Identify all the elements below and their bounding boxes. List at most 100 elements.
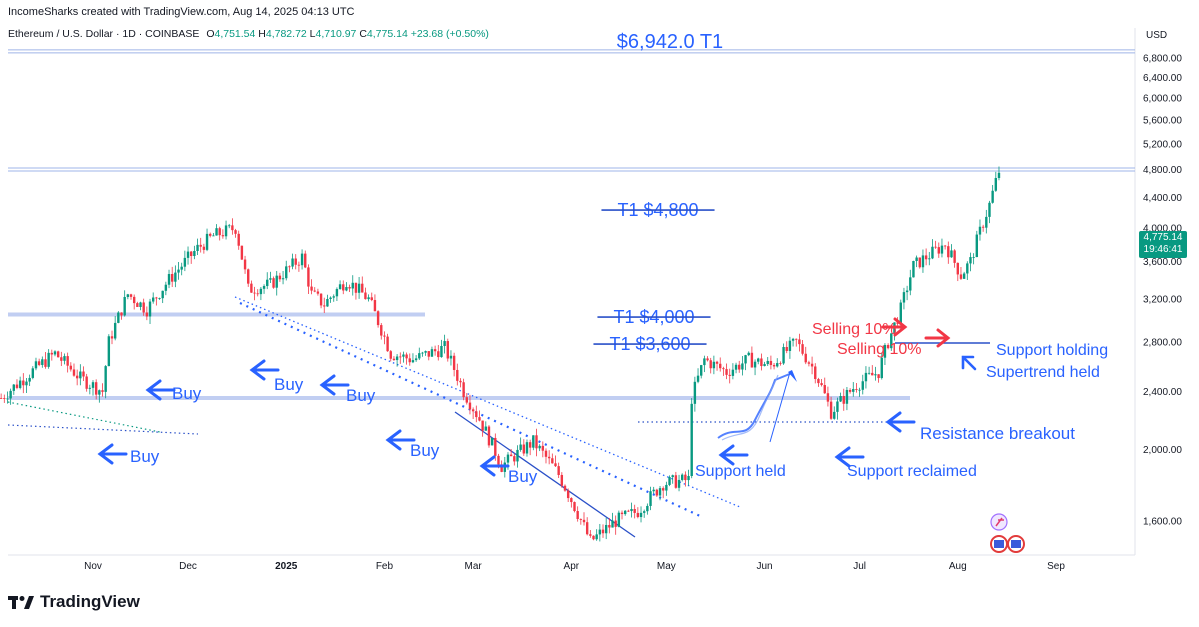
candle-body bbox=[807, 362, 811, 364]
candle-body bbox=[810, 363, 814, 367]
annotation-arrow-icon bbox=[97, 443, 128, 465]
candle-body bbox=[351, 282, 354, 289]
candle-body bbox=[25, 381, 28, 386]
candle-body bbox=[972, 257, 975, 258]
y-tick-label: 6,400.00 bbox=[1143, 73, 1182, 84]
candle-body bbox=[579, 518, 583, 520]
candle-body bbox=[132, 296, 136, 304]
candle-body bbox=[652, 489, 655, 492]
candle-body bbox=[50, 352, 54, 355]
y-tick-label: 2,000.00 bbox=[1143, 445, 1182, 456]
y-tick-label: 2,800.00 bbox=[1143, 337, 1182, 348]
candle-body bbox=[345, 287, 348, 291]
annotation-arrow-icon bbox=[924, 328, 951, 348]
candle-body bbox=[310, 286, 313, 291]
projection-arrowhead bbox=[788, 370, 797, 382]
candle-body bbox=[56, 351, 60, 358]
candle-body bbox=[297, 264, 301, 266]
annotation-arrow-icon bbox=[249, 359, 280, 381]
candle-body bbox=[418, 353, 421, 359]
candle-body bbox=[985, 216, 988, 228]
y-tick-label: 1,600.00 bbox=[1143, 517, 1182, 528]
candle-body bbox=[883, 344, 887, 358]
candle-body bbox=[0, 397, 3, 399]
candle-body bbox=[557, 466, 560, 475]
symbol-label[interactable]: Ethereum / U.S. Dollar · 1D · COINBASE bbox=[8, 28, 200, 40]
projection-path-shadow bbox=[721, 374, 779, 441]
candle-body bbox=[47, 352, 50, 367]
annotation-label: Buy bbox=[130, 447, 160, 466]
candle-body bbox=[22, 380, 25, 386]
candle-body bbox=[845, 389, 849, 404]
candle-body bbox=[456, 369, 459, 381]
candle-body bbox=[354, 282, 358, 293]
currency-label[interactable]: USD bbox=[1146, 30, 1168, 41]
candle-body bbox=[278, 275, 282, 280]
candle-body bbox=[484, 426, 488, 431]
candle-body bbox=[589, 534, 592, 536]
annotation-label: Buy bbox=[410, 441, 440, 460]
candle-body bbox=[826, 393, 830, 402]
candle-body bbox=[633, 509, 636, 513]
candle-body bbox=[113, 322, 117, 339]
candle-body bbox=[795, 338, 798, 340]
candle-body bbox=[120, 312, 123, 316]
candle-body bbox=[842, 396, 845, 404]
candle-body bbox=[937, 247, 940, 254]
candle-body bbox=[205, 233, 209, 250]
x-tick-label: Feb bbox=[376, 561, 394, 572]
chart-author-line: IncomeSharks created with TradingView.co… bbox=[8, 6, 355, 18]
y-tick-label: 3,200.00 bbox=[1143, 295, 1182, 306]
candle-body bbox=[703, 358, 706, 366]
candle-body bbox=[329, 297, 332, 299]
candle-body bbox=[535, 435, 538, 449]
candle-body bbox=[836, 401, 839, 412]
candle-body bbox=[912, 260, 915, 278]
candle-body bbox=[741, 363, 744, 370]
candle-body bbox=[560, 474, 564, 486]
candle-body bbox=[424, 351, 427, 353]
candle-body bbox=[871, 372, 874, 376]
candle-body bbox=[376, 311, 380, 326]
candle-body bbox=[734, 364, 738, 370]
candle-body bbox=[874, 374, 877, 376]
candle-body bbox=[69, 365, 73, 370]
candle-body bbox=[753, 361, 757, 368]
candle-body bbox=[228, 225, 231, 227]
candle-body bbox=[478, 417, 481, 421]
candle-body bbox=[234, 230, 237, 234]
candle-body bbox=[443, 341, 446, 346]
candle-body bbox=[218, 228, 221, 236]
candle-body bbox=[538, 445, 541, 449]
candle-body bbox=[202, 246, 206, 250]
candle-body bbox=[186, 251, 190, 258]
candle-body bbox=[243, 259, 247, 270]
y-tick-label: 2,400.00 bbox=[1143, 387, 1182, 398]
candle-body bbox=[769, 360, 773, 366]
candle-body bbox=[427, 351, 430, 357]
y-tick-label: 4,800.00 bbox=[1143, 165, 1182, 176]
candle-body bbox=[627, 510, 630, 512]
candle-body bbox=[462, 382, 465, 398]
candle-body bbox=[994, 178, 998, 191]
candle-body bbox=[262, 286, 266, 289]
candle-body bbox=[681, 474, 684, 480]
candle-body bbox=[3, 398, 6, 399]
candle-body bbox=[782, 347, 785, 364]
candle-body bbox=[947, 246, 950, 258]
candle-body bbox=[671, 475, 674, 478]
candle-body bbox=[266, 279, 269, 287]
candle-body bbox=[139, 302, 142, 307]
candle-body bbox=[690, 403, 693, 477]
candle-body bbox=[307, 267, 310, 287]
candle-body bbox=[85, 376, 88, 389]
candle-body bbox=[18, 380, 22, 388]
candle-body bbox=[240, 245, 244, 260]
candle-body bbox=[196, 244, 199, 251]
candle-body bbox=[75, 375, 79, 379]
tradingview-brand[interactable]: TradingView bbox=[8, 592, 140, 612]
flag-badge-glyph bbox=[1011, 540, 1021, 548]
annotation-label: Support holding bbox=[996, 342, 1108, 359]
candle-body bbox=[53, 351, 57, 355]
